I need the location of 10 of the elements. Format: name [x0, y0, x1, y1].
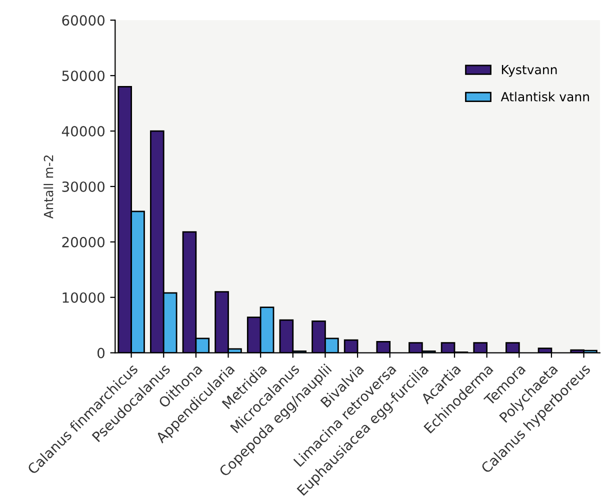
y-tick-label: 20000 [62, 236, 104, 248]
y-axis-title: Antall m-2 [44, 155, 54, 219]
legend-label: Atlantisk vann [500, 92, 589, 102]
y-tick-label: 60000 [62, 15, 104, 26]
y-tick-label: 30000 [62, 181, 104, 192]
y-tick-label: 40000 [62, 126, 104, 137]
legend-label: Kystvann [502, 65, 557, 77]
y-tick-label: 50000 [62, 70, 104, 82]
y-tick-label: 0 [97, 348, 104, 358]
y-tick-label: 10000 [62, 292, 104, 303]
